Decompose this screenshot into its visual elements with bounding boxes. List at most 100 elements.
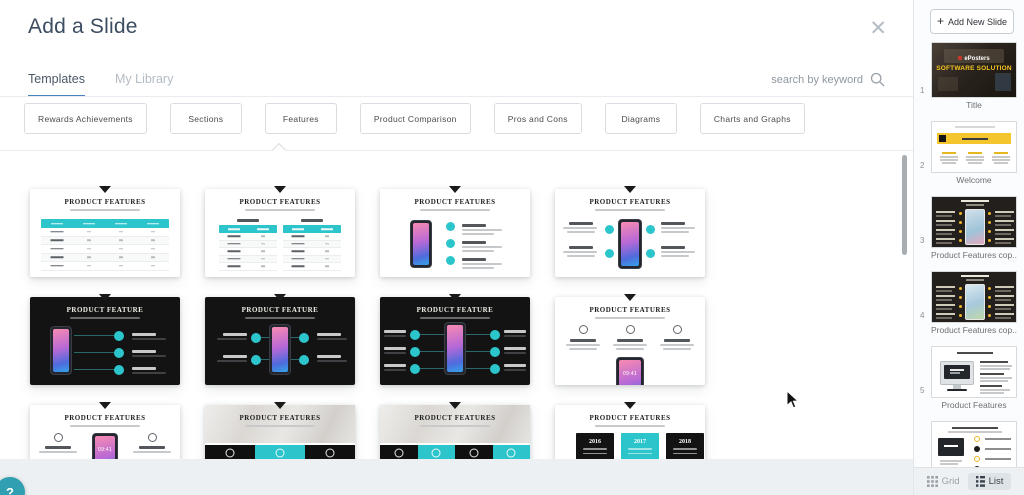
template-card-phone-4-icons[interactable]: PRODUCT FEATURES 09:41	[30, 402, 180, 459]
slide-thumb-art	[932, 197, 1016, 247]
category-product-comparison[interactable]: Product Comparison	[359, 103, 471, 134]
slide-item-4: 4 Product	[920, 271, 1017, 336]
slide-thumbnail[interactable]	[931, 196, 1017, 248]
slide-label: Title	[966, 100, 982, 110]
slide-list: 1 ePosters SOFTWARE SOLUTION Title 2	[914, 42, 1024, 467]
search-icon[interactable]	[870, 72, 885, 87]
slide-number: 3	[920, 236, 925, 245]
slide1-headline: SOFTWARE SOLUTION	[936, 65, 1012, 72]
slide-item-3: 3 Product	[920, 196, 1017, 261]
slide-thumb-art	[932, 122, 1016, 172]
slide-preview-art	[30, 297, 180, 385]
bookmark-icon	[624, 402, 636, 415]
list-label: List	[988, 476, 1004, 487]
add-slide-dialog: Add a Slide ✕ Templates My Library Rewar…	[0, 0, 913, 495]
template-title: PRODUCT FEATURES	[589, 198, 671, 206]
slide-label: Welcome	[956, 175, 992, 185]
list-icon	[975, 476, 985, 487]
slide-thumb-art	[932, 43, 1016, 97]
list-view-toggle[interactable]: List	[967, 473, 1012, 490]
bookmark-icon	[449, 402, 461, 415]
slide1-brand: ePosters	[932, 56, 1016, 62]
bookmark-icon	[624, 186, 636, 199]
template-card-phone-4-features[interactable]: PRODUCT FEATURES	[555, 186, 705, 277]
template-title: PRODUCT FEATURES	[414, 198, 496, 206]
search-input[interactable]	[743, 73, 863, 86]
tab-templates[interactable]: Templates	[28, 72, 85, 97]
slide-preview-art	[380, 297, 530, 385]
grid-label: Grid	[941, 476, 960, 487]
template-title: PRODUCT FEATURES	[64, 198, 146, 206]
bookmark-icon	[624, 294, 636, 307]
grid-view-toggle[interactable]: Grid	[926, 476, 960, 487]
bookmark-icon	[449, 294, 461, 307]
template-card-two-tables[interactable]: PRODUCT FEATURES	[205, 186, 355, 277]
template-title: PRODUCT FEATURES	[414, 414, 496, 422]
slide-thumbnail[interactable]	[931, 121, 1017, 173]
template-results: PRODUCT FEATURES	[0, 151, 913, 459]
page-background-strip	[0, 459, 913, 495]
category-divider	[0, 150, 913, 151]
template-card-dark-phone-6[interactable]: PRODUCT FEATURE	[380, 294, 530, 385]
page-title: Add a Slide	[28, 15, 138, 38]
slide-label: Product Features cop...	[931, 250, 1017, 260]
template-grid: PRODUCT FEATURES	[30, 186, 705, 459]
grid-icon	[926, 476, 938, 487]
logo-icon	[958, 56, 963, 60]
search-box	[705, 72, 885, 87]
slide-number: 2	[920, 161, 925, 170]
vertical-scrollbar[interactable]	[902, 155, 907, 255]
slide-preview-art: 2017 2018 2019 2020	[380, 405, 530, 459]
add-new-slide-button[interactable]: + Add New Slide	[930, 9, 1014, 34]
tab-my-library[interactable]: My Library	[114, 72, 174, 86]
category-sections[interactable]: Sections	[169, 103, 242, 134]
template-card-timeline-3[interactable]: PRODUCT FEATURES 2017 2018 2019	[205, 402, 355, 459]
slide-label: Product Features	[941, 400, 1007, 410]
template-card-table[interactable]: PRODUCT FEATURES	[30, 186, 180, 277]
add-new-slide-label: Add New Slide	[947, 16, 1008, 27]
template-card-timeline-4[interactable]: PRODUCT FEATURES 2017 2018 2019 2020	[380, 402, 530, 459]
slide-label: Product Features cop...	[931, 325, 1017, 335]
template-title: PRODUCT FEATURES	[589, 306, 671, 314]
template-card-dark-phone-3[interactable]: PRODUCT FEATURE	[30, 294, 180, 385]
template-card-dark-phone-4[interactable]: PRODUCT FEATURE	[205, 294, 355, 385]
slide-thumb-art	[932, 347, 1016, 397]
template-card-year-panels[interactable]: PRODUCT FEATURES 2016 2017 2018	[555, 402, 705, 459]
category-diagrams[interactable]: Diagrams	[604, 103, 677, 134]
slide-preview-art	[30, 189, 180, 277]
category-features[interactable]: Features	[264, 103, 337, 134]
slide-thumbnail[interactable]: ePosters SOFTWARE SOLUTION	[931, 42, 1017, 98]
template-card-icons-phone-bottom[interactable]: PRODUCT FEATURES 09:41	[555, 294, 705, 385]
slide-thumbnail[interactable]	[931, 271, 1017, 323]
category-bar: Rewards Achievements Sections Features P…	[24, 103, 805, 134]
category-pros-and-cons[interactable]: Pros and Cons	[493, 103, 582, 134]
close-icon[interactable]: ✕	[869, 17, 887, 40]
mouse-cursor	[786, 390, 800, 409]
template-title: PRODUCT FEATURES	[589, 414, 671, 422]
bookmark-icon	[274, 402, 286, 415]
tabs-divider	[0, 96, 913, 97]
slide-preview-art	[205, 189, 355, 277]
template-title: PRODUCT FEATURE	[241, 306, 319, 314]
slide-preview-art	[205, 297, 355, 385]
slide-thumbnail[interactable]	[931, 346, 1017, 398]
template-title: PRODUCT FEATURE	[416, 306, 494, 314]
slide-item-6	[931, 421, 1017, 467]
category-charts-and-graphs[interactable]: Charts and Graphs	[699, 103, 805, 134]
template-title: PRODUCT FEATURES	[64, 414, 146, 422]
template-title: PRODUCT FEATURES	[239, 198, 321, 206]
plus-icon: +	[936, 14, 944, 28]
slide-number: 4	[920, 311, 925, 320]
slide-preview-art: 09:41	[30, 405, 180, 459]
slide-thumb-art	[932, 272, 1016, 322]
slide-number: 5	[920, 386, 925, 395]
help-button[interactable]: ?	[0, 477, 25, 495]
category-rewards-achievements[interactable]: Rewards Achievements	[24, 103, 147, 134]
slide-preview-art: 2017 2018 2019	[205, 405, 355, 459]
slide-preview-art: 09:41	[555, 297, 705, 385]
slide-thumbnail[interactable]	[931, 421, 1017, 467]
template-card-phone-3-features[interactable]: PRODUCT FEATURES	[380, 186, 530, 277]
bookmark-icon	[449, 186, 461, 199]
bookmark-icon	[99, 402, 111, 415]
